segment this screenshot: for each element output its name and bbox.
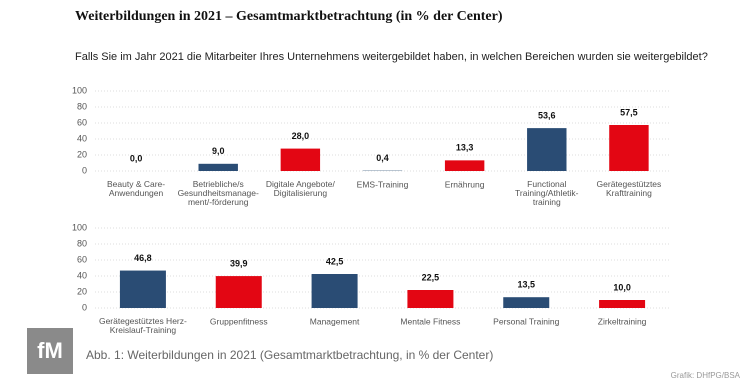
value-label: 39,9: [230, 258, 248, 268]
y-tick-label: 0: [82, 302, 87, 312]
value-label: 0,0: [130, 153, 143, 163]
value-label: 9,0: [212, 146, 225, 156]
value-label: 42,5: [326, 256, 344, 266]
y-tick-label: 20: [77, 286, 87, 296]
y-tick-label: 40: [77, 270, 87, 280]
value-label: 13,5: [517, 280, 535, 290]
bar: [609, 125, 649, 171]
x-tick-label: Management: [310, 316, 360, 326]
x-tick-label: Gruppenfitness: [210, 316, 268, 326]
value-label: 28,0: [292, 131, 310, 141]
y-tick-label: 20: [77, 149, 87, 159]
x-tick-label: Gerätegestütztes Herz-Kreislauf-Training: [99, 316, 187, 335]
y-tick-label: 80: [77, 238, 87, 248]
value-label: 13,3: [456, 143, 474, 153]
bar: [198, 163, 238, 171]
bar: [311, 274, 358, 308]
y-tick-label: 40: [77, 133, 87, 143]
y-tick-label: 80: [77, 101, 87, 111]
credit: Grafik: DHfPG/BSA: [671, 371, 741, 380]
x-tick-label: Gerätegestütztes Krafttraining: [597, 179, 662, 198]
x-tick-label: Digitale Angebote/Digitalisierung: [266, 179, 336, 198]
bar: [444, 160, 485, 171]
x-tick-label: Ernährung: [445, 179, 485, 189]
value-label: 57,5: [620, 107, 638, 117]
y-tick-label: 100: [72, 222, 87, 232]
bar: [280, 148, 321, 171]
logo-box: [27, 328, 73, 374]
caption: Abb. 1: Weiterbildungen in 2021 (Gesamtm…: [86, 348, 493, 362]
chart-title: Weiterbildungen in 2021 – Gesamtmarktbet…: [75, 9, 503, 24]
y-tick-label: 60: [77, 117, 87, 127]
value-label: 0,4: [376, 153, 389, 163]
bar: [119, 270, 166, 308]
value-label: 10,0: [613, 282, 631, 292]
value-label: 22,5: [422, 272, 440, 282]
x-tick-label: Beauty & Care-Anwendungen: [107, 179, 165, 198]
bar: [599, 300, 646, 308]
x-tick-label: Betriebliche/s Gesundheitsmanage-ment/-fö…: [178, 179, 259, 207]
x-tick-label: Personal Training: [493, 316, 559, 326]
y-tick-label: 60: [77, 254, 87, 264]
bar: [503, 297, 550, 308]
y-tick-label: 100: [72, 85, 87, 95]
bar: [215, 276, 262, 308]
bar: [407, 290, 454, 308]
x-tick-label: Functional Training/Athletik-training: [515, 179, 579, 207]
x-tick-label: Mentale Fitness: [400, 316, 460, 326]
x-tick-label: EMS-Training: [357, 179, 409, 189]
logo: fM: [37, 338, 63, 363]
x-tick-label: Zirkeltraining: [598, 316, 647, 326]
bar: [527, 128, 567, 171]
value-label: 46,8: [134, 253, 152, 263]
y-tick-label: 0: [82, 165, 87, 175]
value-label: 53,6: [538, 110, 556, 120]
subtitle: Falls Sie im Jahr 2021 die Mitarbeiter I…: [75, 51, 708, 63]
